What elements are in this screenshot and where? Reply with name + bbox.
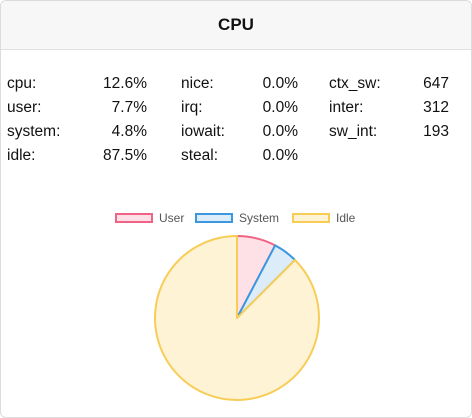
stat-value: 7.7% (111, 99, 147, 116)
stat-value: 193 (423, 123, 449, 140)
stat-value: 647 (423, 75, 449, 92)
stat-label: user: (7, 99, 42, 116)
stat-label: idle: (7, 147, 36, 164)
stat-label: system: (7, 123, 61, 140)
panel-header: CPU (1, 1, 471, 50)
legend-swatch-idle (292, 213, 330, 223)
chart-legend: User System Idle (1, 210, 471, 226)
stat-value: 0.0% (262, 75, 298, 92)
stat-label: inter: (329, 99, 364, 116)
stat-value: 0.0% (262, 147, 298, 164)
stat-label: irq: (181, 99, 203, 116)
legend-swatch-system (195, 213, 233, 223)
legend-item-idle[interactable]: Idle (292, 210, 355, 226)
pie-slice-idle[interactable] (154, 235, 320, 401)
stat-value: 87.5% (103, 147, 147, 164)
stat-value: 0.0% (262, 123, 298, 140)
stat-label: ctx_sw: (329, 75, 381, 92)
legend-item-system[interactable]: System (195, 210, 279, 226)
stat-value: 0.0% (262, 99, 298, 116)
legend-swatch-user (115, 213, 153, 223)
stat-value: 12.6% (103, 75, 147, 92)
legend-item-user[interactable]: User (115, 210, 184, 226)
stat-value: 4.8% (111, 123, 147, 140)
stat-label: iowait: (181, 123, 225, 140)
stat-label: cpu: (7, 75, 37, 92)
stat-value: 312 (423, 99, 449, 116)
stat-label: nice: (181, 75, 214, 92)
panel-title: CPU (218, 15, 254, 34)
legend-label: Idle (336, 211, 356, 225)
stat-label: steal: (181, 147, 219, 164)
legend-label: System (239, 211, 280, 225)
legend-label: User (159, 211, 185, 225)
stat-label: sw_int: (329, 123, 378, 140)
